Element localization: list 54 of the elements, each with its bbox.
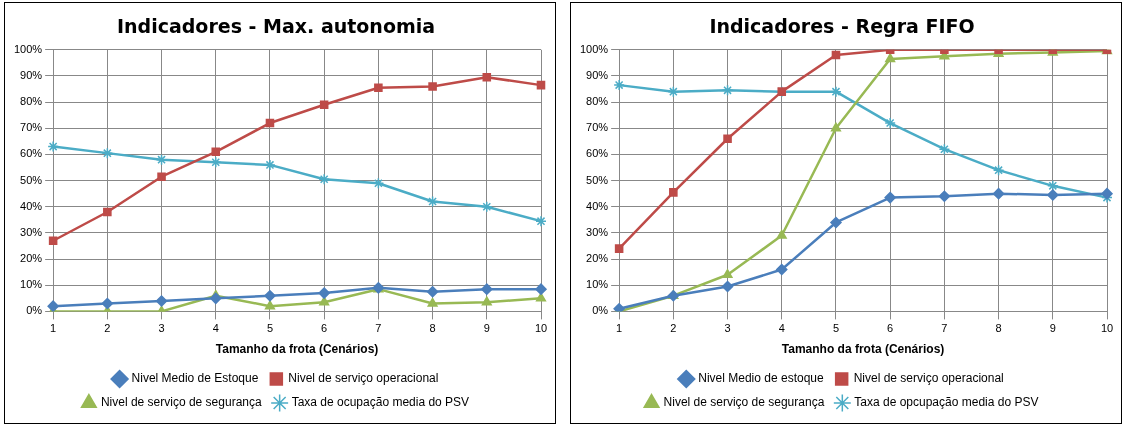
x-axis-title: Tamanho da frota (Cenários) <box>781 342 945 357</box>
y-tick-label: 0% <box>26 304 43 317</box>
y-tick-label: 90% <box>20 68 43 81</box>
legend-label: Nivel de serviço operacional <box>853 371 1004 386</box>
legend-label: Taxa de opcupação media do PSV <box>854 395 1039 410</box>
y-tick-label: 0% <box>592 304 609 317</box>
x-tick-label: 6 <box>321 322 328 335</box>
x-tick-label: 3 <box>158 322 165 335</box>
x-tick-label: 10 <box>1100 322 1114 335</box>
x-tick-label: 4 <box>778 322 785 335</box>
legend-label: Taxa de ocupação media do PSV <box>291 395 470 410</box>
x-tick-label: 4 <box>212 322 219 335</box>
y-tick-label: 20% <box>20 252 43 265</box>
x-tick-label: 8 <box>429 322 436 335</box>
y-tick-label: 70% <box>20 121 43 134</box>
legend-label: Nivel Medio de Estoque <box>131 371 259 386</box>
y-tick-label: 40% <box>586 199 609 212</box>
x-tick-label: 7 <box>941 322 948 335</box>
x-tick-label: 9 <box>483 322 490 335</box>
y-tick-label: 60% <box>586 147 609 160</box>
x-tick-label: 8 <box>995 322 1002 335</box>
x-tick-label: 5 <box>266 322 274 335</box>
x-tick-label: 1 <box>50 322 57 335</box>
y-tick-label: 20% <box>586 252 609 265</box>
legend-label: Nivel de serviço operacional <box>288 371 439 386</box>
y-tick-label: 80% <box>586 95 609 108</box>
x-tick-label: 7 <box>375 322 382 335</box>
y-tick-label: 60% <box>20 147 43 160</box>
x-tick-label: 3 <box>724 322 731 335</box>
y-tick-label: 90% <box>586 68 609 81</box>
x-tick-label: 2 <box>670 322 677 335</box>
legend-label: Nivel de serviço de segurança <box>100 395 262 410</box>
legend-label: Nivel de serviço de segurança <box>663 395 825 410</box>
y-tick-label: 100% <box>13 42 43 55</box>
chart-title: Indicadores - Max. autonomia <box>116 15 436 38</box>
y-tick-label: 80% <box>20 95 43 108</box>
y-tick-label: 30% <box>586 225 609 238</box>
y-tick-label: 30% <box>20 225 43 238</box>
y-tick-label: 50% <box>20 173 43 186</box>
y-tick-label: 10% <box>20 278 43 291</box>
y-tick-label: 70% <box>586 121 609 134</box>
x-tick-label: 1 <box>616 322 623 335</box>
x-tick-label: 5 <box>832 322 840 335</box>
x-tick-label: 9 <box>1049 322 1056 335</box>
x-axis-title: Tamanho da frota (Cenários) <box>215 342 379 357</box>
x-tick-label: 2 <box>104 322 111 335</box>
y-tick-label: 40% <box>20 199 43 212</box>
y-tick-label: 10% <box>586 278 609 291</box>
y-tick-label: 100% <box>579 42 609 55</box>
chart-title: Indicadores - Regra FIFO <box>709 15 975 38</box>
legend-label: Nivel Medio de estoque <box>698 371 824 386</box>
x-tick-label: 6 <box>887 322 894 335</box>
x-tick-label: 10 <box>534 322 548 335</box>
y-tick-label: 50% <box>586 173 609 186</box>
